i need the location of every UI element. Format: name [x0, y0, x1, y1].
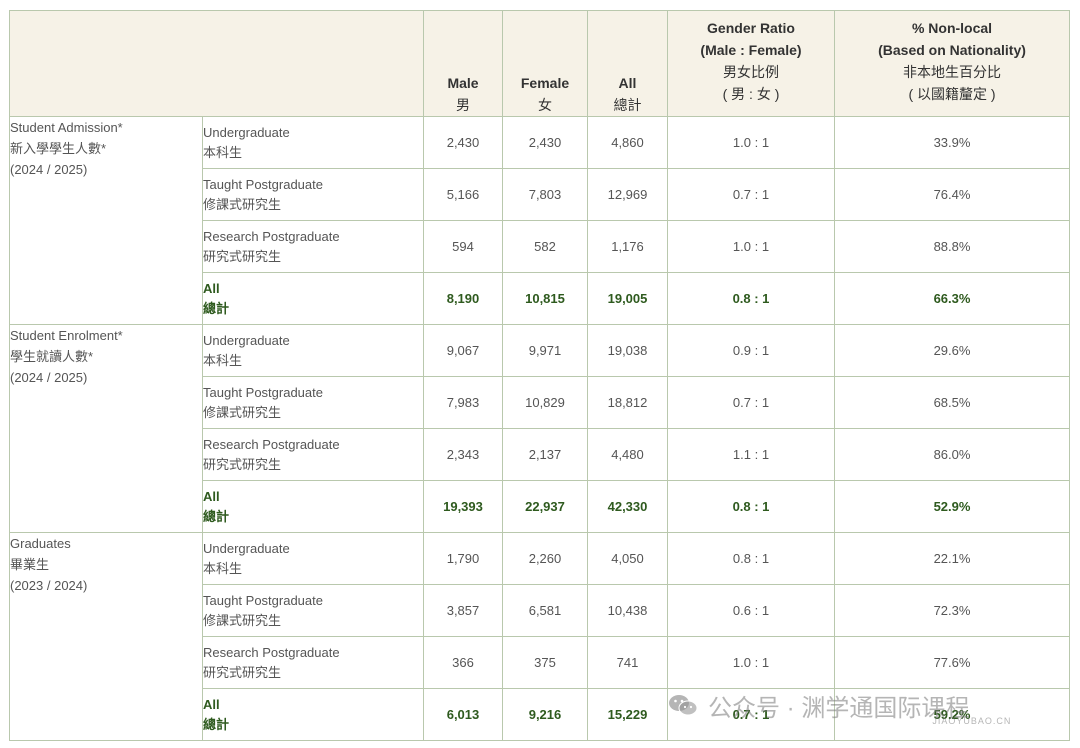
nonlocal-cell: 66.3%: [834, 272, 1070, 325]
female-cell: 10,815: [502, 272, 588, 325]
all-cell: 12,969: [587, 168, 668, 221]
female-cell: 9,216: [502, 688, 588, 741]
table-row: Student Enrolment* 學生就讀人數* (2024 / 2025)…: [9, 324, 1070, 533]
ratio-cell: 1.0 : 1: [667, 116, 835, 169]
programme-label: Research Postgraduate 研究式研究生: [202, 428, 424, 481]
ratio-cell: 0.9 : 1: [667, 324, 835, 377]
male-cell: 594: [423, 220, 503, 273]
table-row: Taught Postgraduate 修課式研究生 7,983 10,829 …: [10, 376, 1070, 429]
programme-label: All 總計: [202, 480, 424, 533]
table-row: Graduates 畢業生 (2023 / 2024) Undergraduat…: [9, 532, 1070, 741]
nonlocal-cell: 68.5%: [834, 376, 1070, 429]
header-male: Male 男: [423, 10, 503, 117]
student-statistics-table: Male 男 Female 女 All 總計 Gender Ratio (Mal…: [9, 10, 1070, 741]
section-label: Student Enrolment* 學生就讀人數* (2024 / 2025): [9, 324, 203, 533]
all-cell: 741: [587, 636, 668, 689]
ratio-cell: 1.1 : 1: [667, 428, 835, 481]
all-cell: 15,229: [587, 688, 668, 741]
all-cell: 18,812: [587, 376, 668, 429]
ratio-cell: 1.0 : 1: [667, 636, 835, 689]
all-cell: 4,480: [587, 428, 668, 481]
male-cell: 366: [423, 636, 503, 689]
male-cell: 6,013: [423, 688, 503, 741]
programme-label: Taught Postgraduate 修課式研究生: [202, 584, 424, 637]
ratio-cell: 0.7 : 1: [667, 376, 835, 429]
programme-label: Undergraduate 本科生: [202, 532, 424, 585]
nonlocal-cell: 52.9%: [834, 480, 1070, 533]
all-cell: 19,038: [587, 324, 668, 377]
all-cell: 42,330: [587, 480, 668, 533]
female-cell: 7,803: [502, 168, 588, 221]
table-row: Taught Postgraduate 修課式研究生 3,857 6,581 1…: [10, 584, 1070, 637]
all-cell: 10,438: [587, 584, 668, 637]
table-row: Research Postgraduate 研究式研究生 2,343 2,137…: [10, 428, 1070, 481]
nonlocal-cell: 76.4%: [834, 168, 1070, 221]
all-cell: 4,860: [587, 116, 668, 169]
female-cell: 2,260: [502, 532, 588, 585]
male-cell: 5,166: [423, 168, 503, 221]
table-row: Taught Postgraduate 修課式研究生 5,166 7,803 1…: [10, 168, 1070, 221]
header-all: All 總計: [587, 10, 668, 117]
programme-label: Taught Postgraduate 修課式研究生: [202, 376, 424, 429]
table-row: Research Postgraduate 研究式研究生 594 582 1,1…: [10, 220, 1070, 273]
male-cell: 2,430: [423, 116, 503, 169]
programme-label: Undergraduate 本科生: [202, 116, 424, 169]
ratio-cell: 0.6 : 1: [667, 584, 835, 637]
ratio-cell: 0.7 : 1: [667, 168, 835, 221]
ratio-cell: 0.7 : 1: [667, 688, 835, 741]
ratio-cell: 0.8 : 1: [667, 480, 835, 533]
all-cell: 4,050: [587, 532, 668, 585]
female-cell: 6,581: [502, 584, 588, 637]
female-cell: 9,971: [502, 324, 588, 377]
nonlocal-cell: 77.6%: [834, 636, 1070, 689]
female-cell: 10,829: [502, 376, 588, 429]
table-row: Student Admission* 新入學學生人數* (2024 / 2025…: [9, 116, 1070, 325]
female-cell: 582: [502, 220, 588, 273]
all-cell: 19,005: [587, 272, 668, 325]
nonlocal-cell: 86.0%: [834, 428, 1070, 481]
nonlocal-cell: 22.1%: [834, 532, 1070, 585]
female-cell: 22,937: [502, 480, 588, 533]
ratio-cell: 0.8 : 1: [667, 272, 835, 325]
female-cell: 375: [502, 636, 588, 689]
female-cell: 2,430: [502, 116, 588, 169]
header-blank: [9, 10, 424, 117]
ratio-cell: 1.0 : 1: [667, 220, 835, 273]
ratio-cell: 0.8 : 1: [667, 532, 835, 585]
total-row: All 總計 8,190 10,815 19,005 0.8 : 1 66.3%: [10, 272, 1070, 325]
male-cell: 1,790: [423, 532, 503, 585]
male-cell: 7,983: [423, 376, 503, 429]
nonlocal-cell: 72.3%: [834, 584, 1070, 637]
nonlocal-cell: 88.8%: [834, 220, 1070, 273]
male-cell: 19,393: [423, 480, 503, 533]
nonlocal-cell: 29.6%: [834, 324, 1070, 377]
programme-label: Undergraduate 本科生: [202, 324, 424, 377]
nonlocal-cell: 59.2%: [834, 688, 1070, 741]
all-cell: 1,176: [587, 220, 668, 273]
programme-label: Research Postgraduate 研究式研究生: [202, 636, 424, 689]
total-row: All 總計 6,013 9,216 15,229 0.7 : 1 59.2%: [10, 688, 1070, 741]
section-label: Student Admission* 新入學學生人數* (2024 / 2025…: [9, 116, 203, 325]
programme-label: Taught Postgraduate 修課式研究生: [202, 168, 424, 221]
nonlocal-cell: 33.9%: [834, 116, 1070, 169]
female-cell: 2,137: [502, 428, 588, 481]
section-label: Graduates 畢業生 (2023 / 2024): [9, 532, 203, 741]
header-gender-ratio: Gender Ratio (Male : Female) 男女比例 ( 男 : …: [667, 10, 835, 117]
male-cell: 2,343: [423, 428, 503, 481]
programme-label: Research Postgraduate 研究式研究生: [202, 220, 424, 273]
header-female: Female 女: [502, 10, 588, 117]
male-cell: 9,067: [423, 324, 503, 377]
header-non-local: % Non-local (Based on Nationality) 非本地生百…: [834, 10, 1070, 117]
header-row: Male 男 Female 女 All 總計 Gender Ratio (Mal…: [9, 10, 1070, 117]
male-cell: 8,190: [423, 272, 503, 325]
programme-label: All 總計: [202, 688, 424, 741]
male-cell: 3,857: [423, 584, 503, 637]
programme-label: All 總計: [202, 272, 424, 325]
